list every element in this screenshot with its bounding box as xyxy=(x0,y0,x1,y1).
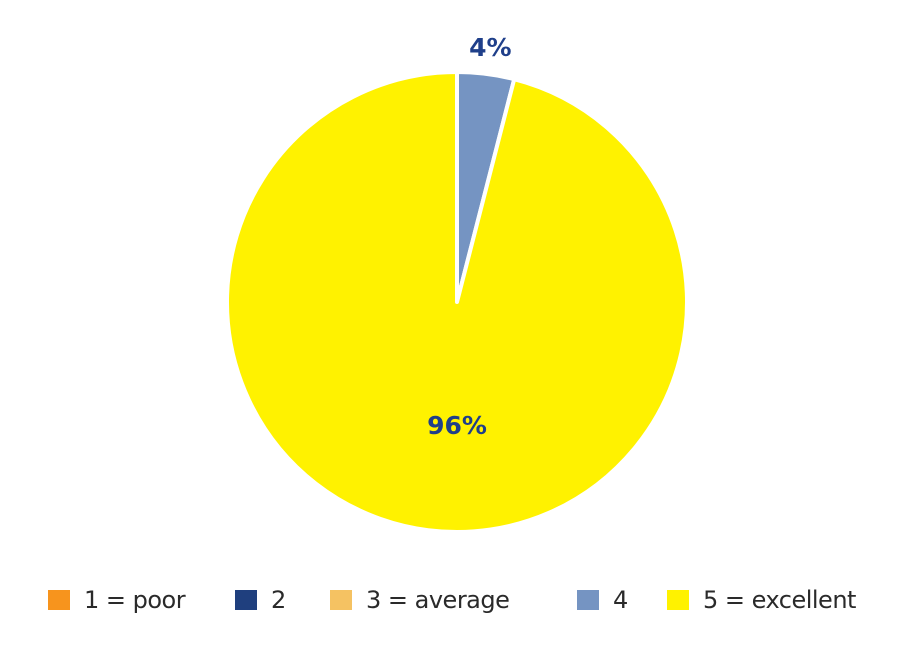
legend-label: 4 xyxy=(613,586,628,614)
legend-label: 2 xyxy=(271,586,286,614)
legend-swatch xyxy=(330,590,352,610)
legend-item-1: 1 = poor xyxy=(48,584,186,616)
pie-slice-5 xyxy=(225,70,689,534)
legend-swatch xyxy=(577,590,599,610)
legend-label: 5 = excellent xyxy=(703,586,856,614)
legend-item-5: 5 = excellent xyxy=(667,584,856,616)
legend-label: 1 = poor xyxy=(84,586,186,614)
legend-swatch xyxy=(48,590,70,610)
legend-swatch xyxy=(667,590,689,610)
legend: 1 = poor 2 3 = average 4 5 = excellent xyxy=(0,584,900,616)
pie-chart: 4% 96% xyxy=(225,33,689,534)
legend-label: 3 = average xyxy=(366,586,510,614)
data-label-5: 96% xyxy=(427,411,487,440)
legend-item-3: 3 = average xyxy=(330,584,510,616)
data-label-4: 4% xyxy=(469,33,511,62)
legend-item-4: 4 xyxy=(577,584,628,616)
legend-item-2: 2 xyxy=(235,584,286,616)
legend-swatch xyxy=(235,590,257,610)
